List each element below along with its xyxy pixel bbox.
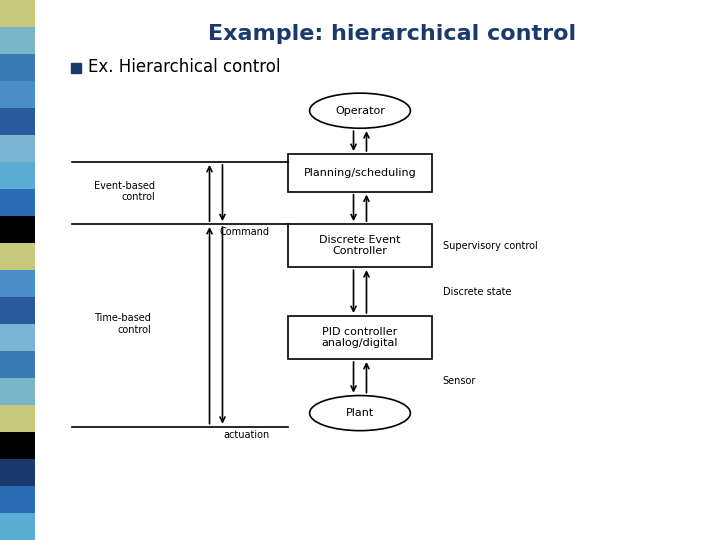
Polygon shape bbox=[0, 162, 35, 189]
Text: actuation: actuation bbox=[224, 430, 270, 440]
Polygon shape bbox=[0, 108, 35, 135]
Polygon shape bbox=[0, 135, 35, 162]
Polygon shape bbox=[0, 81, 35, 108]
Polygon shape bbox=[0, 432, 35, 459]
Polygon shape bbox=[0, 297, 35, 324]
Text: Time-based
control: Time-based control bbox=[94, 313, 151, 335]
Text: Command: Command bbox=[220, 227, 270, 237]
Polygon shape bbox=[0, 243, 35, 270]
Text: Planning/scheduling: Planning/scheduling bbox=[304, 168, 416, 178]
Polygon shape bbox=[0, 378, 35, 405]
Polygon shape bbox=[0, 216, 35, 243]
Text: Discrete state: Discrete state bbox=[443, 287, 511, 296]
Bar bbox=[288, 316, 432, 359]
Polygon shape bbox=[0, 54, 35, 81]
Polygon shape bbox=[0, 270, 35, 297]
Text: Event-based
control: Event-based control bbox=[94, 181, 155, 202]
Polygon shape bbox=[0, 0, 35, 27]
Text: Supervisory control: Supervisory control bbox=[443, 241, 538, 251]
Bar bbox=[288, 154, 432, 192]
Polygon shape bbox=[0, 486, 35, 513]
Polygon shape bbox=[0, 27, 35, 54]
Polygon shape bbox=[0, 324, 35, 351]
Text: Example: hierarchical control: Example: hierarchical control bbox=[208, 24, 577, 44]
Text: Ex. Hierarchical control: Ex. Hierarchical control bbox=[88, 58, 280, 77]
Polygon shape bbox=[0, 351, 35, 378]
Polygon shape bbox=[0, 189, 35, 216]
Text: Discrete Event
Controller: Discrete Event Controller bbox=[319, 235, 401, 256]
Text: PID controller
analog/digital: PID controller analog/digital bbox=[322, 327, 398, 348]
Text: Plant: Plant bbox=[346, 408, 374, 418]
Bar bbox=[288, 224, 432, 267]
Text: Operator: Operator bbox=[335, 106, 385, 116]
Polygon shape bbox=[0, 459, 35, 486]
Polygon shape bbox=[0, 405, 35, 432]
Polygon shape bbox=[0, 513, 35, 540]
Text: Sensor: Sensor bbox=[443, 376, 476, 386]
